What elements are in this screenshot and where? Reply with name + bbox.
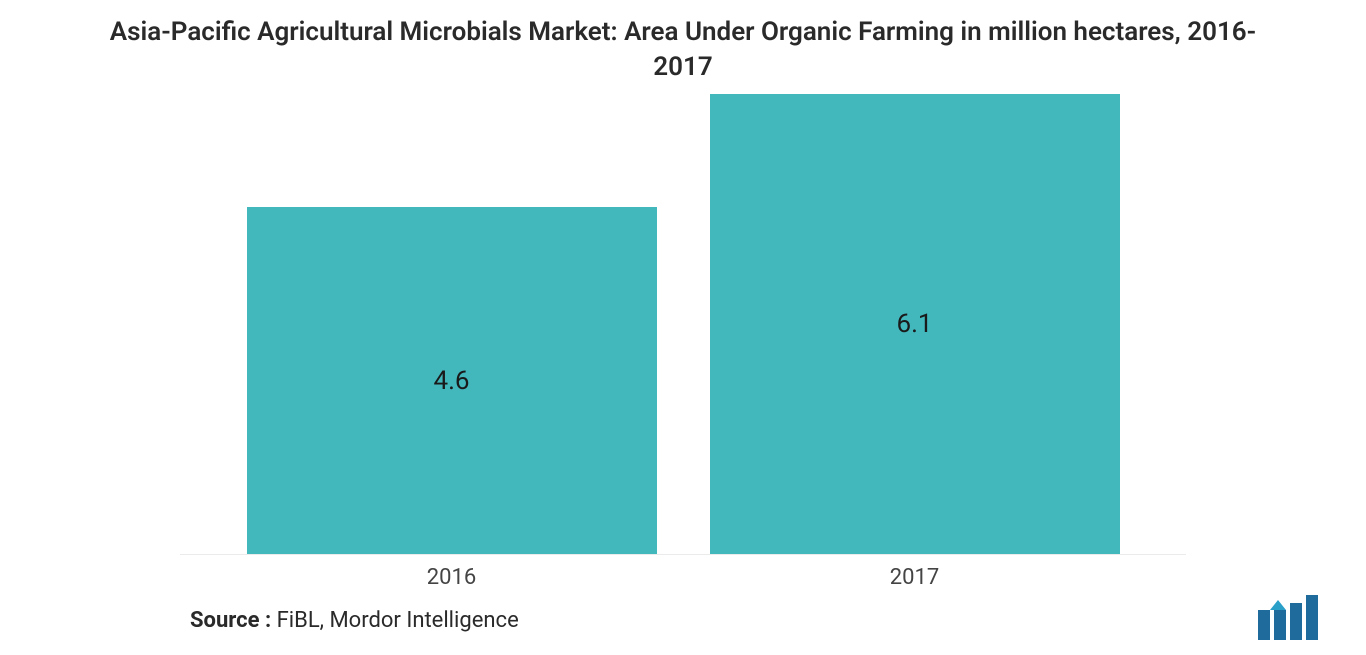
bar-2016: 4.6 [247,207,657,554]
bar-group-2016: 4.6 [229,207,673,554]
source-line: Source : FiBL, Mordor Intelligence [190,608,519,633]
bar-value-label: 4.6 [433,366,469,396]
bar-value-label: 6.1 [896,309,932,339]
x-axis: 2016 2017 [180,565,1186,590]
x-label-2017: 2017 [692,565,1136,590]
bars-wrap: 4.6 6.1 [180,95,1186,554]
x-label-2016: 2016 [229,565,673,590]
bar-2017: 6.1 [710,94,1120,554]
plot-area: 4.6 6.1 [180,95,1186,555]
bar-group-2017: 6.1 [692,94,1136,554]
chart-title: Asia-Pacific Agricultural Microbials Mar… [40,15,1326,85]
source-label: Source : [190,608,271,633]
source-value: FiBL, Mordor Intelligence [271,608,519,633]
mordor-logo-icon [1256,595,1326,640]
chart-container: Asia-Pacific Agricultural Microbials Mar… [0,0,1366,655]
